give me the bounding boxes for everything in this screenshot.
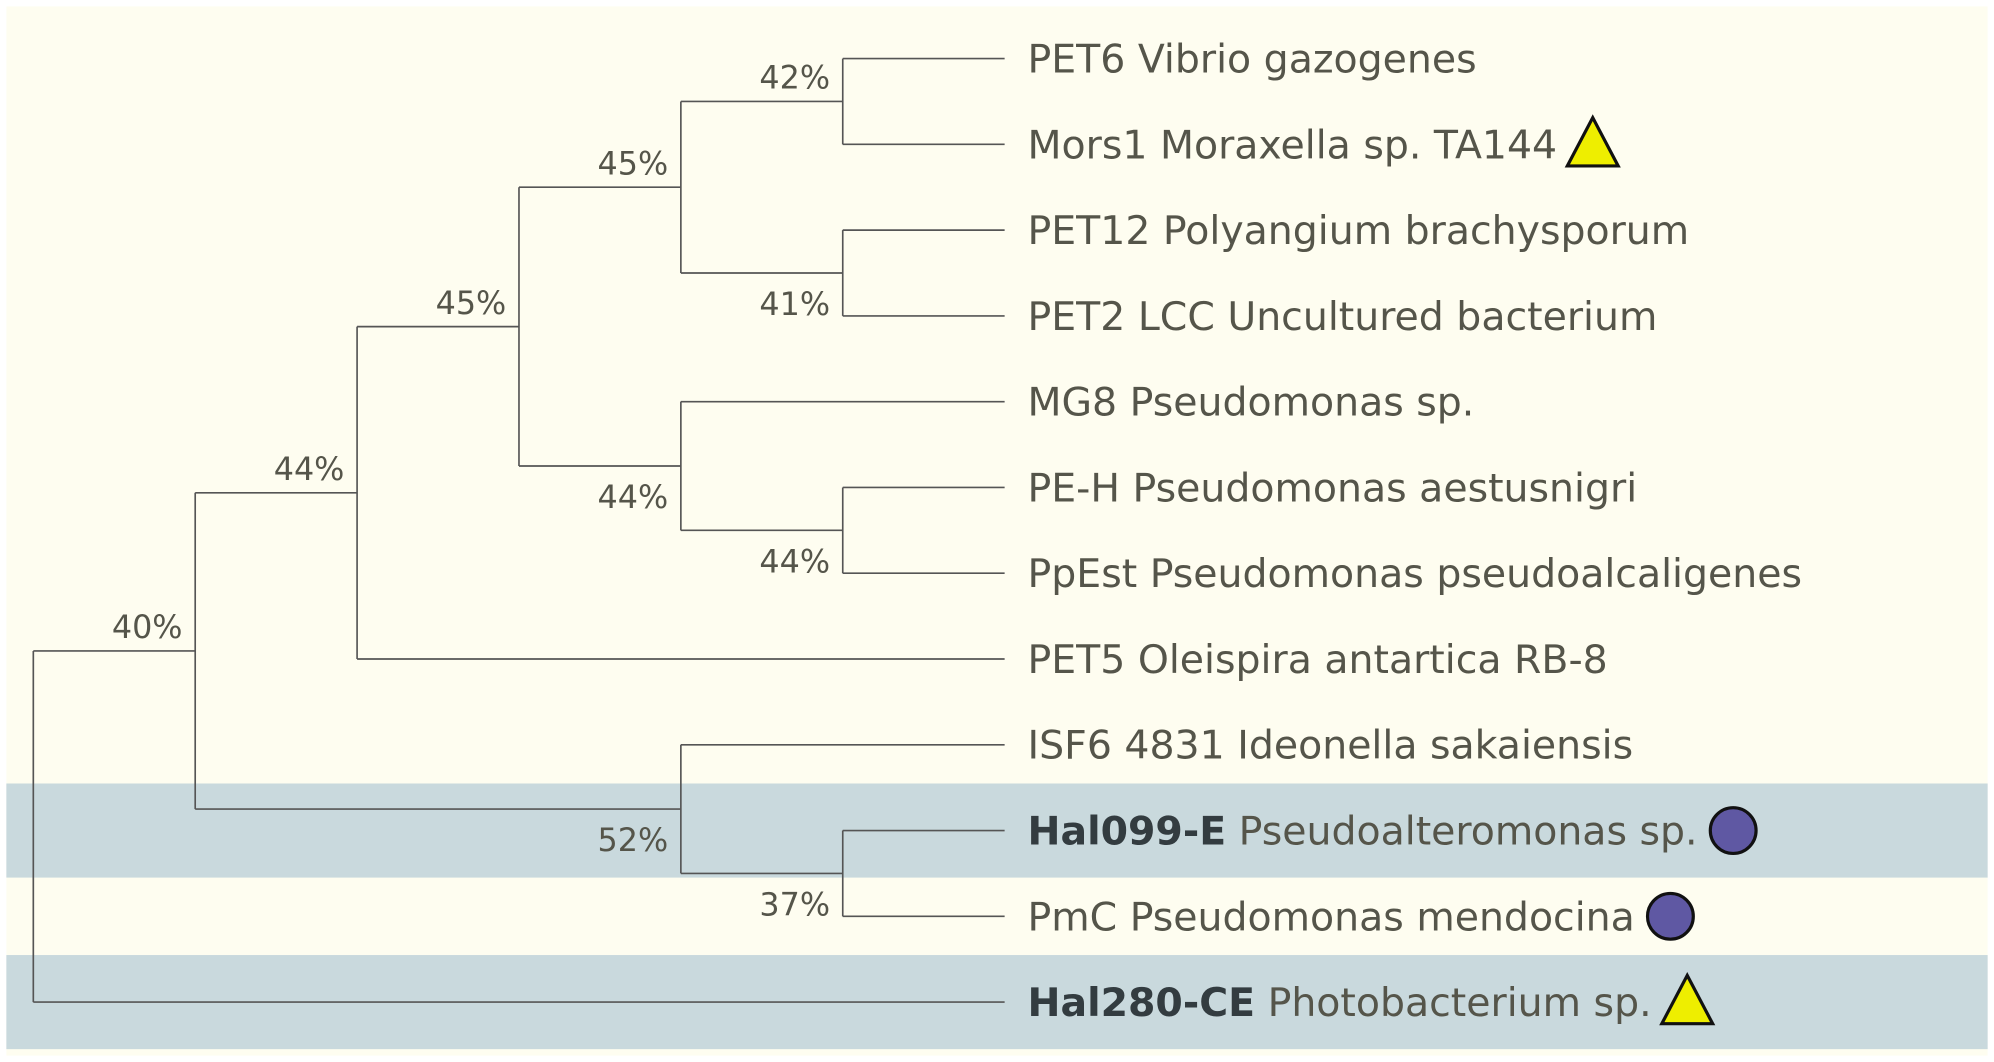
leaf-label-pet12: PET12 Polyangium brachysporum — [1028, 208, 1690, 254]
leaf-label-bold: Hal099-E — [1028, 809, 1227, 855]
leaf-label-name: MG8 Pseudomonas sp. — [1028, 380, 1475, 426]
leaf-label-pet5: PET5 Oleispira antartica RB-8 — [1028, 637, 1608, 683]
leaf-label-pet2: PET2 LCC Uncultured bacterium — [1028, 294, 1658, 340]
leaf-label-mors1: Mors1 Moraxella sp. TA144 — [1028, 122, 1558, 168]
leaf-label-hal099: Hal099-E Pseudoalteromonas sp. — [1028, 809, 1698, 855]
support-value: 40% — [112, 609, 183, 646]
support-value: 45% — [436, 285, 507, 322]
circle-marker-icon — [1708, 806, 1758, 856]
support-value: 52% — [598, 822, 669, 859]
leaf-label-name: PpEst Pseudomonas pseudoalcaligenes — [1028, 551, 1803, 597]
tree-background — [6, 6, 1988, 1056]
support-value: 44% — [274, 451, 345, 488]
triangle-marker-icon — [1659, 971, 1716, 1026]
leaf-label-name: PET5 Oleispira antartica RB-8 — [1028, 637, 1608, 683]
leaf-label-name: Mors1 Moraxella sp. TA144 — [1028, 122, 1558, 168]
support-value: 42% — [759, 60, 830, 97]
leaf-label-pmc: PmC Pseudomonas mendocina — [1028, 894, 1635, 940]
leaf-label-name: PmC Pseudomonas mendocina — [1028, 894, 1635, 940]
triangle-marker-icon — [1564, 114, 1621, 168]
support-value: 44% — [759, 543, 830, 580]
support-value: 45% — [598, 146, 669, 183]
circle-marker-icon — [1645, 891, 1695, 941]
leaf-label-name: Pseudoalteromonas sp. — [1226, 809, 1697, 855]
leaf-label-isf6: ISF6 4831 Ideonella sakaiensis — [1028, 723, 1634, 769]
leaf-label-name: ISF6 4831 Ideonella sakaiensis — [1028, 723, 1634, 769]
leaf-label-name: PET6 Vibrio gazogenes — [1028, 37, 1477, 83]
leaf-label-ppest: PpEst Pseudomonas pseudoalcaligenes — [1028, 551, 1803, 597]
leaf-label-name: Photobacterium sp. — [1255, 980, 1652, 1026]
leaf-label-mg8: MG8 Pseudomonas sp. — [1028, 380, 1475, 426]
leaf-label-bold: Hal280-CE — [1028, 980, 1256, 1026]
leaf-label-peh: PE-H Pseudomonas aestusnigri — [1028, 465, 1638, 511]
leaf-label-pet6: PET6 Vibrio gazogenes — [1028, 37, 1477, 83]
leaf-label-name: PET12 Polyangium brachysporum — [1028, 208, 1690, 254]
leaf-label-name: PE-H Pseudomonas aestusnigri — [1028, 465, 1638, 511]
support-value: 41% — [759, 286, 830, 323]
leaf-label-hal280: Hal280-CE Photobacterium sp. — [1028, 980, 1652, 1026]
leaf-label-name: PET2 LCC Uncultured bacterium — [1028, 294, 1658, 340]
support-value: 44% — [598, 479, 669, 516]
support-value: 37% — [759, 886, 830, 923]
